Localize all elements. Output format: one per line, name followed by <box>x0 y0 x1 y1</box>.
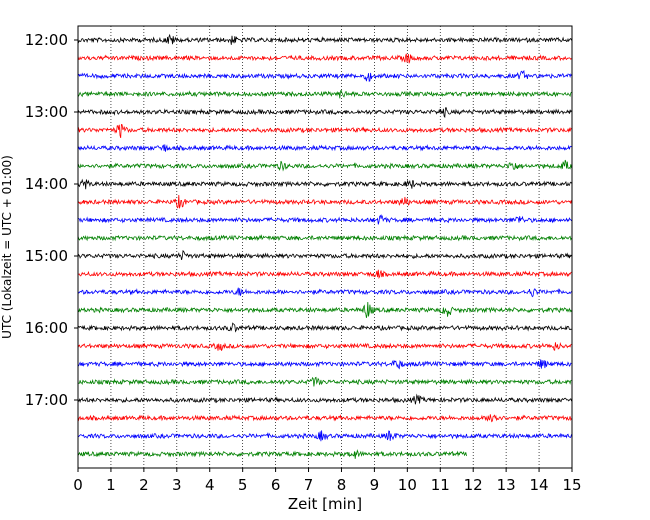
trace-row-1215 <box>77 53 572 64</box>
x-tick-label: 3 <box>172 476 182 494</box>
trace-row-1745 <box>77 449 467 459</box>
x-tick-label: 15 <box>562 476 581 494</box>
y-tick-label: 16:00 <box>25 319 68 337</box>
trace-row-1330 <box>77 144 572 152</box>
x-tick-label: 7 <box>304 476 314 494</box>
x-tick-label: 2 <box>139 476 149 494</box>
y-tick-label: 12:00 <box>25 31 68 49</box>
trace-row-1545 <box>77 301 572 318</box>
y-tick-label: 14:00 <box>25 175 68 193</box>
seismogram-traces <box>77 33 572 459</box>
y-tick-label: 13:00 <box>25 103 68 121</box>
x-tick-label: 13 <box>497 476 516 494</box>
trace-row-1715 <box>77 414 572 423</box>
trace-row-1415 <box>78 195 572 209</box>
x-tick-label: 4 <box>205 476 215 494</box>
trace-row-1430 <box>77 214 572 225</box>
x-tick-label: 9 <box>370 476 380 494</box>
trace-row-1515 <box>77 269 572 280</box>
plot-frame <box>77 25 573 469</box>
trace-row-1300 <box>77 107 572 119</box>
trace-row-1445 <box>77 234 572 242</box>
trace-row-1730 <box>77 430 572 442</box>
y-tick-label: 15:00 <box>25 247 68 265</box>
trace-row-1200 <box>77 33 572 45</box>
y-axis-label: UTC (Lokalzeit = UTC + 01:00) <box>0 155 14 339</box>
trace-row-1315 <box>77 123 572 139</box>
x-tick-label: 5 <box>238 476 248 494</box>
y-tick-label: 17:00 <box>25 391 68 409</box>
trace-row-1500 <box>77 250 572 261</box>
x-tick-label: 11 <box>431 476 450 494</box>
trace-row-1230 <box>77 69 572 82</box>
trace-row-1630 <box>77 359 572 370</box>
x-axis-ticks: 0 1 2 3 4 5 6 7 8 9 10 11 12 13 14 15 <box>73 468 582 494</box>
x-tick-label: 0 <box>73 476 83 494</box>
x-tick-label: 12 <box>464 476 483 494</box>
trace-row-1615 <box>77 341 572 351</box>
trace-row-1600 <box>77 322 572 333</box>
trace-row-1245 <box>77 89 572 99</box>
x-tick-label: 14 <box>530 476 549 494</box>
x-tick-label: 6 <box>271 476 281 494</box>
y-axis-ticks: 12:00 13:00 14:00 15:00 16:00 17:00 <box>25 31 78 409</box>
x-axis-label: Zeit [min] <box>288 495 362 513</box>
trace-row-1345 <box>77 159 572 172</box>
x-tick-label: 1 <box>106 476 116 494</box>
x-tick-label: 8 <box>337 476 347 494</box>
trace-row-1700 <box>77 393 572 405</box>
trace-row-1530 <box>77 287 572 298</box>
trace-row-1400 <box>77 178 572 190</box>
trace-row-1645 <box>77 376 572 387</box>
x-tick-label: 10 <box>398 476 417 494</box>
